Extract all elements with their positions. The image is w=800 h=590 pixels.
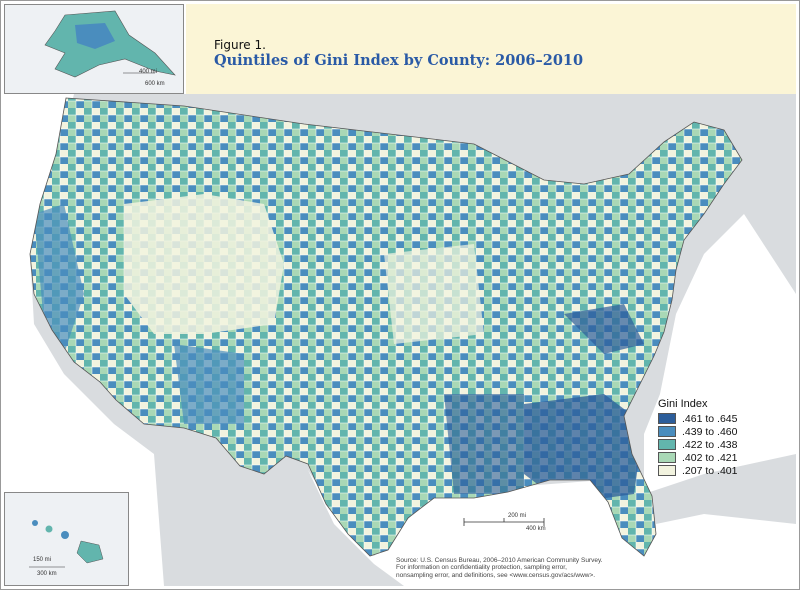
west-coast-region: [34, 204, 84, 354]
hawaii-island-maui: [61, 531, 69, 539]
main-scale-km: 400 km: [526, 526, 546, 532]
figure-title: Quintiles of Gini Index by County: 2006–…: [214, 52, 584, 69]
source-line: Source: U.S. Census Bureau, 2006–2010 Am…: [396, 557, 603, 564]
legend-label: .422 to .438: [682, 438, 738, 451]
source-line: nonsampling error, and definitions, see …: [396, 571, 596, 579]
hawaii-inset: 150 mi 300 km: [4, 492, 129, 586]
legend-item: .402 to .421: [658, 451, 754, 464]
alaska-scale-miles: 400 mi: [139, 69, 158, 75]
alaska-interior: [75, 23, 115, 49]
great-basin-region: [124, 194, 284, 334]
source-note: Source: U.S. Census Bureau, 2006–2010 Am…: [396, 557, 786, 579]
us-border: [29, 97, 743, 557]
legend-swatch: [658, 413, 676, 424]
legend-title: Gini Index: [658, 398, 708, 410]
main-scale-miles: 200 mi: [508, 513, 527, 519]
legend-label: .207 to .401: [682, 464, 738, 477]
alaska-shape: [44, 10, 176, 78]
appalachia-region: [564, 304, 644, 354]
main-scale-bar: [463, 518, 545, 526]
legend-swatch: [658, 426, 676, 437]
alaska-inset: 400 mi 600 km: [4, 4, 184, 94]
hawaii-island-oahu: [45, 525, 53, 533]
legend-item: .207 to .401: [658, 464, 754, 477]
hawaii-island-kauai: [32, 520, 38, 526]
hawaii-scale-miles: 150 mi: [33, 557, 52, 563]
figure-label: Figure 1.: [214, 38, 266, 52]
legend-swatch: [658, 452, 676, 463]
midwest-region: [384, 244, 484, 344]
main-map: [4, 94, 796, 586]
pacific-ocean: [4, 94, 164, 586]
legend: Gini Index .461 to .645 .439 to .460 .42…: [658, 398, 754, 477]
hawaii-map: [29, 520, 104, 568]
hawaii-island-big: [76, 540, 104, 564]
southwest-region: [174, 344, 244, 424]
legend-label: .461 to .645: [682, 412, 738, 425]
alaska-map: [44, 10, 176, 78]
legend-label: .439 to .460: [682, 425, 738, 438]
alaska-scale-km: 600 km: [145, 81, 165, 87]
legend-item: .439 to .460: [658, 425, 754, 438]
legend-item: .422 to .438: [658, 438, 754, 451]
mississippi-delta-region: [444, 394, 524, 494]
atlantic-ocean: [644, 214, 796, 494]
hawaii-scale-km: 300 km: [37, 571, 57, 577]
legend-swatch: [658, 465, 676, 476]
legend-item: .461 to .645: [658, 412, 754, 425]
source-line: For information on confidentiality prote…: [396, 564, 567, 572]
legend-label: .402 to .421: [682, 451, 738, 464]
header-band: [186, 4, 796, 94]
southeast-region: [524, 394, 644, 504]
legend-swatch: [658, 439, 676, 450]
